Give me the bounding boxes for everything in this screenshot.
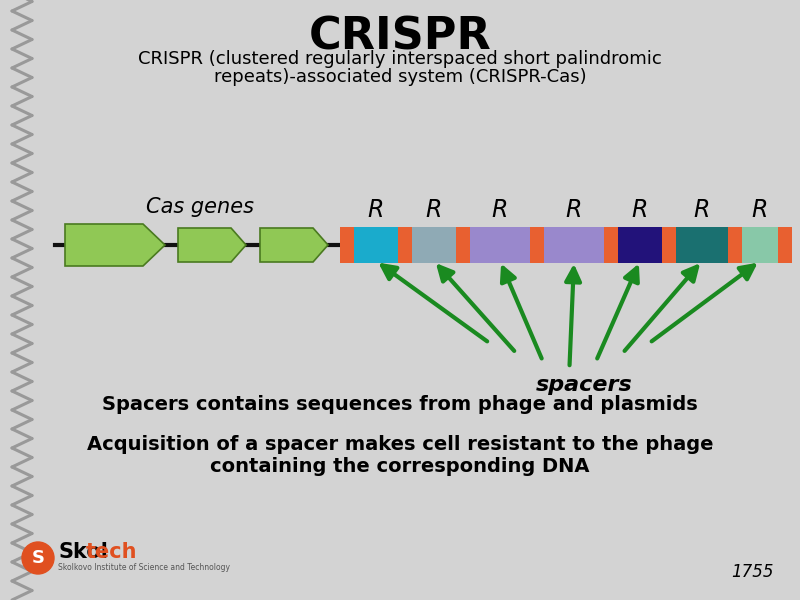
Bar bbox=[618, 227, 662, 263]
Bar bbox=[676, 227, 728, 263]
Text: R: R bbox=[566, 198, 582, 222]
Text: CRISPR: CRISPR bbox=[309, 15, 491, 58]
Text: CRISPR (clustered regularly interspaced short palindromic: CRISPR (clustered regularly interspaced … bbox=[138, 50, 662, 68]
Text: R: R bbox=[632, 198, 648, 222]
Bar bbox=[742, 227, 778, 263]
Text: S: S bbox=[31, 549, 45, 567]
Text: Skolkovo Institute of Science and Technology: Skolkovo Institute of Science and Techno… bbox=[58, 563, 230, 571]
Text: spacers: spacers bbox=[536, 375, 633, 395]
Text: containing the corresponding DNA: containing the corresponding DNA bbox=[210, 457, 590, 476]
Bar bbox=[340, 227, 354, 263]
Bar bbox=[530, 227, 544, 263]
Text: R: R bbox=[368, 198, 384, 222]
Bar bbox=[398, 227, 412, 263]
Bar bbox=[354, 227, 398, 263]
Polygon shape bbox=[65, 224, 165, 266]
Bar bbox=[544, 227, 604, 263]
Text: Spacers contains sequences from phage and plasmids: Spacers contains sequences from phage an… bbox=[102, 395, 698, 415]
Text: tech: tech bbox=[86, 542, 138, 562]
Bar bbox=[728, 227, 742, 263]
Text: 1755: 1755 bbox=[730, 563, 774, 581]
Bar bbox=[662, 227, 676, 263]
Text: Cas genes: Cas genes bbox=[146, 197, 254, 217]
Text: R: R bbox=[752, 198, 768, 222]
Text: R: R bbox=[426, 198, 442, 222]
Circle shape bbox=[22, 542, 54, 574]
Text: R: R bbox=[694, 198, 710, 222]
Bar bbox=[456, 227, 470, 263]
Bar bbox=[604, 227, 618, 263]
Text: Skol: Skol bbox=[58, 542, 108, 562]
Bar bbox=[470, 227, 530, 263]
Text: repeats)-associated system (CRISPR-Cas): repeats)-associated system (CRISPR-Cas) bbox=[214, 68, 586, 86]
Polygon shape bbox=[178, 228, 246, 262]
Polygon shape bbox=[260, 228, 328, 262]
Text: Acquisition of a spacer makes cell resistant to the phage: Acquisition of a spacer makes cell resis… bbox=[86, 436, 714, 455]
Bar bbox=[778, 227, 792, 263]
Bar bbox=[412, 227, 456, 263]
Text: R: R bbox=[492, 198, 508, 222]
